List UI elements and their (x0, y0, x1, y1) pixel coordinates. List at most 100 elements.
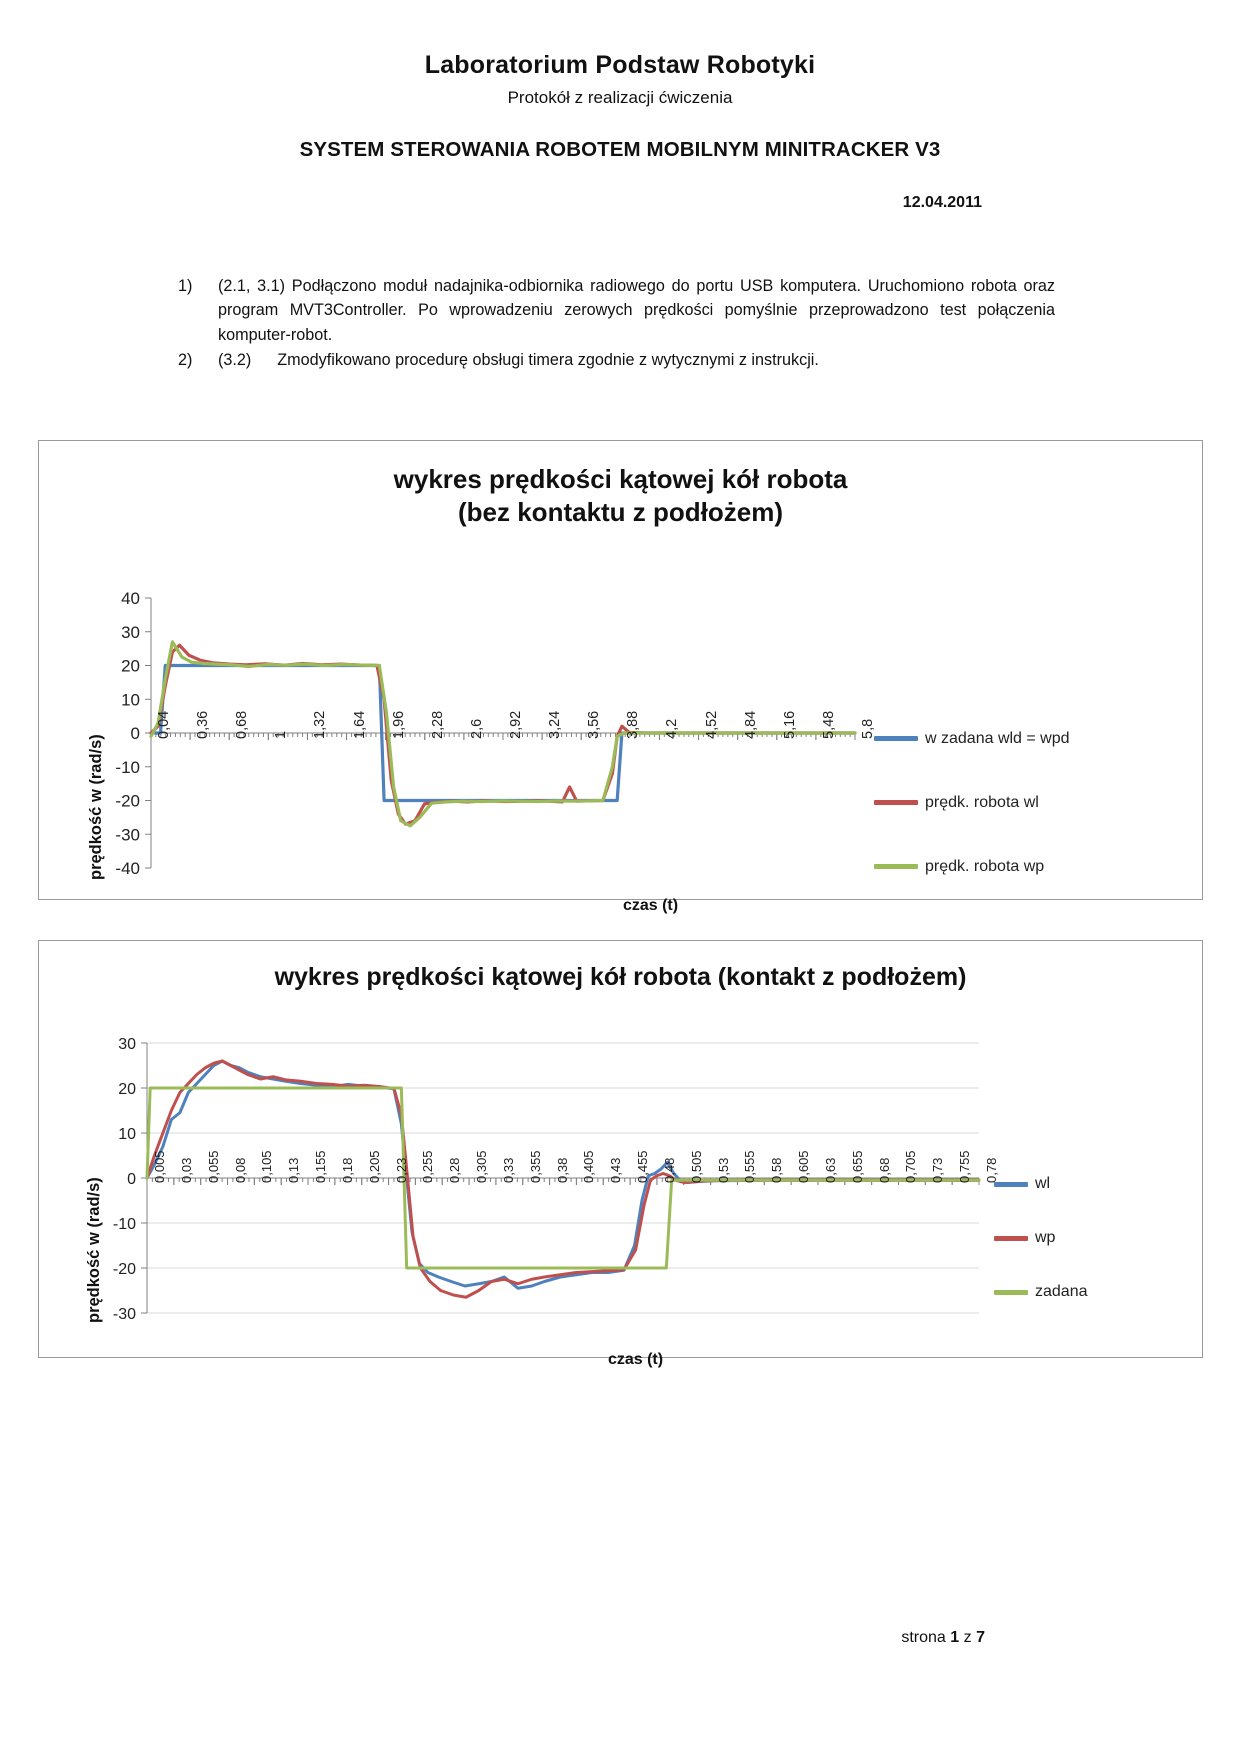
y-axis-tick-label: 20 (121, 656, 140, 675)
legend-item: wp (994, 1229, 1088, 1247)
page-footer: strona 1 z 7 (901, 1629, 985, 1647)
series-line-2 (145, 1086, 981, 1270)
y-axis-tick-label: -20 (113, 1261, 136, 1278)
x-axis-tick-label: 0,355 (527, 1150, 543, 1183)
chart-2-title-line1: wykres prędkości kątowej kół robota (kon… (274, 963, 967, 991)
legend-label: prędk. robota wp (925, 857, 1045, 875)
x-axis-tick-label: 0,055 (205, 1150, 221, 1183)
y-axis-tick-label: -30 (115, 825, 140, 844)
x-axis-tick-label: 0,78 (984, 1157, 999, 1183)
x-axis-tick-label: 1,32 (312, 710, 329, 739)
series-line-2 (149, 639, 857, 827)
chart-1-container: wykres prędkości kątowej kół robota (bez… (38, 440, 1203, 914)
legend-swatch-icon (994, 1181, 1028, 1187)
chart-2-title: wykres prędkości kątowej kół robota (kon… (39, 941, 1202, 993)
x-axis-tick-label: 0,205 (366, 1150, 382, 1183)
x-axis-tick-label: 1,96 (390, 710, 407, 739)
chart-1-title-line1: wykres prędkości kątowej kół robota (393, 464, 848, 494)
x-axis-tick-label: 0,68 (876, 1157, 892, 1183)
y-axis-tick-label: 0 (131, 724, 140, 743)
x-axis-tick-label: 0,505 (688, 1150, 704, 1183)
chart-2-svg: 30 20 10 0 -10 -20 -30 (113, 1036, 981, 1323)
x-axis-tick-label: 0,68 (234, 710, 251, 739)
page-subtitle: Protokół z realizacji ćwiczenia (507, 87, 733, 107)
x-axis-tick-label: 0,08 (232, 1157, 248, 1183)
chart-1-x-axis-label: czas (t) (622, 896, 679, 914)
x-axis-tick-label: 2,6 (468, 718, 485, 739)
x-axis-tick-label: 1 (273, 730, 290, 739)
legend-item: prędk. robota wl (874, 794, 1070, 812)
x-axis-tick-label: 1,64 (351, 710, 368, 739)
x-axis-tick-label: 0,18 (339, 1157, 355, 1183)
chart-2-container: wykres prędkości kątowej kół robota (kon… (38, 940, 1203, 1368)
y-axis-tick-label: -10 (113, 1216, 136, 1233)
x-axis-tick-label: 5,16 (781, 710, 798, 739)
x-axis-tick-label: 0,705 (903, 1150, 919, 1183)
footer-prefix: strona (901, 1629, 946, 1646)
list-item-text: (2.1, 3.1) Podłączono moduł nadajnika-od… (218, 276, 1055, 344)
document-date: 12.04.2011 (902, 193, 982, 211)
x-axis-tick-label: 0,305 (474, 1150, 490, 1183)
chart-1-legend: w zadana wld = wpd prędk. robota wl prędk.… (874, 730, 1070, 922)
x-axis-tick-label: 0,23 (393, 1157, 409, 1183)
legend-label: prędk. robota wl (925, 793, 1039, 811)
y-axis-tick-label: 0 (127, 1171, 136, 1188)
x-axis-tick-label: 0,405 (581, 1150, 597, 1183)
y-axis-tick-label: -10 (115, 757, 140, 776)
x-axis-tick-label: 0,04 (156, 710, 172, 739)
chart-2-plot-area: prędkość w (rad/s) czas (t) 30 20 10 0 -10 -2… (39, 993, 1202, 1409)
y-axis-tick-label: 10 (118, 1126, 136, 1143)
numbered-list: 1) (2.1, 3.1) Podłączono moduł nadajnika… (0, 274, 1240, 374)
list-item-number: 2) (178, 351, 193, 370)
legend-swatch-icon (994, 1235, 1028, 1241)
x-axis-tick-label: 0,455 (635, 1150, 651, 1183)
y-axis-tick-label: -20 (115, 791, 140, 810)
x-axis-tick-label: 0,36 (195, 710, 212, 739)
x-axis-tick-label: 3,56 (586, 710, 603, 739)
y-axis-tick-label: 10 (121, 690, 140, 709)
x-axis-tick-label: 0,28 (447, 1157, 463, 1183)
page-title: Laboratorium Podstaw Robotyki (424, 51, 816, 79)
footer-total-pages: 7 (976, 1629, 985, 1646)
legend-label: wp (1035, 1229, 1056, 1246)
x-axis-tick-label: 0,03 (178, 1157, 194, 1183)
legend-label: w zadana wld = wpd (925, 729, 1070, 747)
list-item-ref: (3.2) (218, 351, 252, 370)
x-axis-tick-label: 2,28 (429, 710, 446, 739)
legend-label: wl (1035, 1175, 1051, 1192)
document-main-title: SYSTEM STEROWANIA ROBOTEM MOBILNYM MINIT… (299, 137, 941, 161)
legend-swatch-icon (874, 736, 918, 742)
chart-1-title: wykres prędkości kątowej kół robota (bez… (39, 441, 1202, 530)
series-line-0 (149, 663, 857, 802)
x-axis-tick-label: 5,8 (860, 718, 876, 739)
y-axis-tick-label: 40 (121, 589, 140, 608)
x-axis-tick-label: 0,58 (769, 1157, 785, 1183)
chart-1-title-line2: (bez kontaktu z podłożem) (458, 497, 783, 528)
y-axis-tick-label: 20 (118, 1081, 136, 1098)
x-axis-tick-label: 0,255 (420, 1150, 436, 1183)
x-axis-tick-label: 0,63 (822, 1157, 838, 1183)
chart-1-svg: 40 30 20 10 0 -10 -20 -30 -40 (115, 589, 857, 878)
legend-item: w zadana wld = wpd (874, 730, 1070, 748)
footer-page-number: 1 (950, 1629, 960, 1646)
document-header: Laboratorium Podstaw Robotyki Protokół z… (0, 0, 1240, 162)
legend-item: zadana (994, 1283, 1088, 1301)
x-axis-tick-label: 0,755 (957, 1150, 973, 1183)
list-item: 1) (2.1, 3.1) Podłączono moduł nadajnika… (178, 274, 1055, 348)
list-item-text: (3.2) Zmodyfikowano procedurę obsługi tim… (218, 348, 1055, 373)
x-axis-tick-label: 4,84 (742, 710, 759, 739)
chart-2-legend: wl wp zadana (994, 1175, 1088, 1337)
y-axis-tick-label: -40 (115, 859, 140, 878)
list-item: 2) (3.2) Zmodyfikowano procedurę obsługi … (178, 348, 1055, 373)
list-item-number: 1) (178, 276, 193, 295)
x-axis-tick-label: 0,605 (796, 1150, 812, 1183)
y-axis-tick-label: 30 (121, 622, 140, 641)
x-axis-tick-label: 2,92 (508, 710, 524, 739)
x-axis-tick-label: 0,48 (661, 1157, 677, 1183)
x-axis-tick-label: 0,38 (554, 1157, 570, 1183)
legend-swatch-icon (874, 864, 918, 870)
x-axis-tick-label: 3,88 (625, 710, 642, 739)
x-axis-tick-label: 0,655 (849, 1150, 865, 1183)
x-axis-tick-label: 0,13 (286, 1157, 302, 1183)
